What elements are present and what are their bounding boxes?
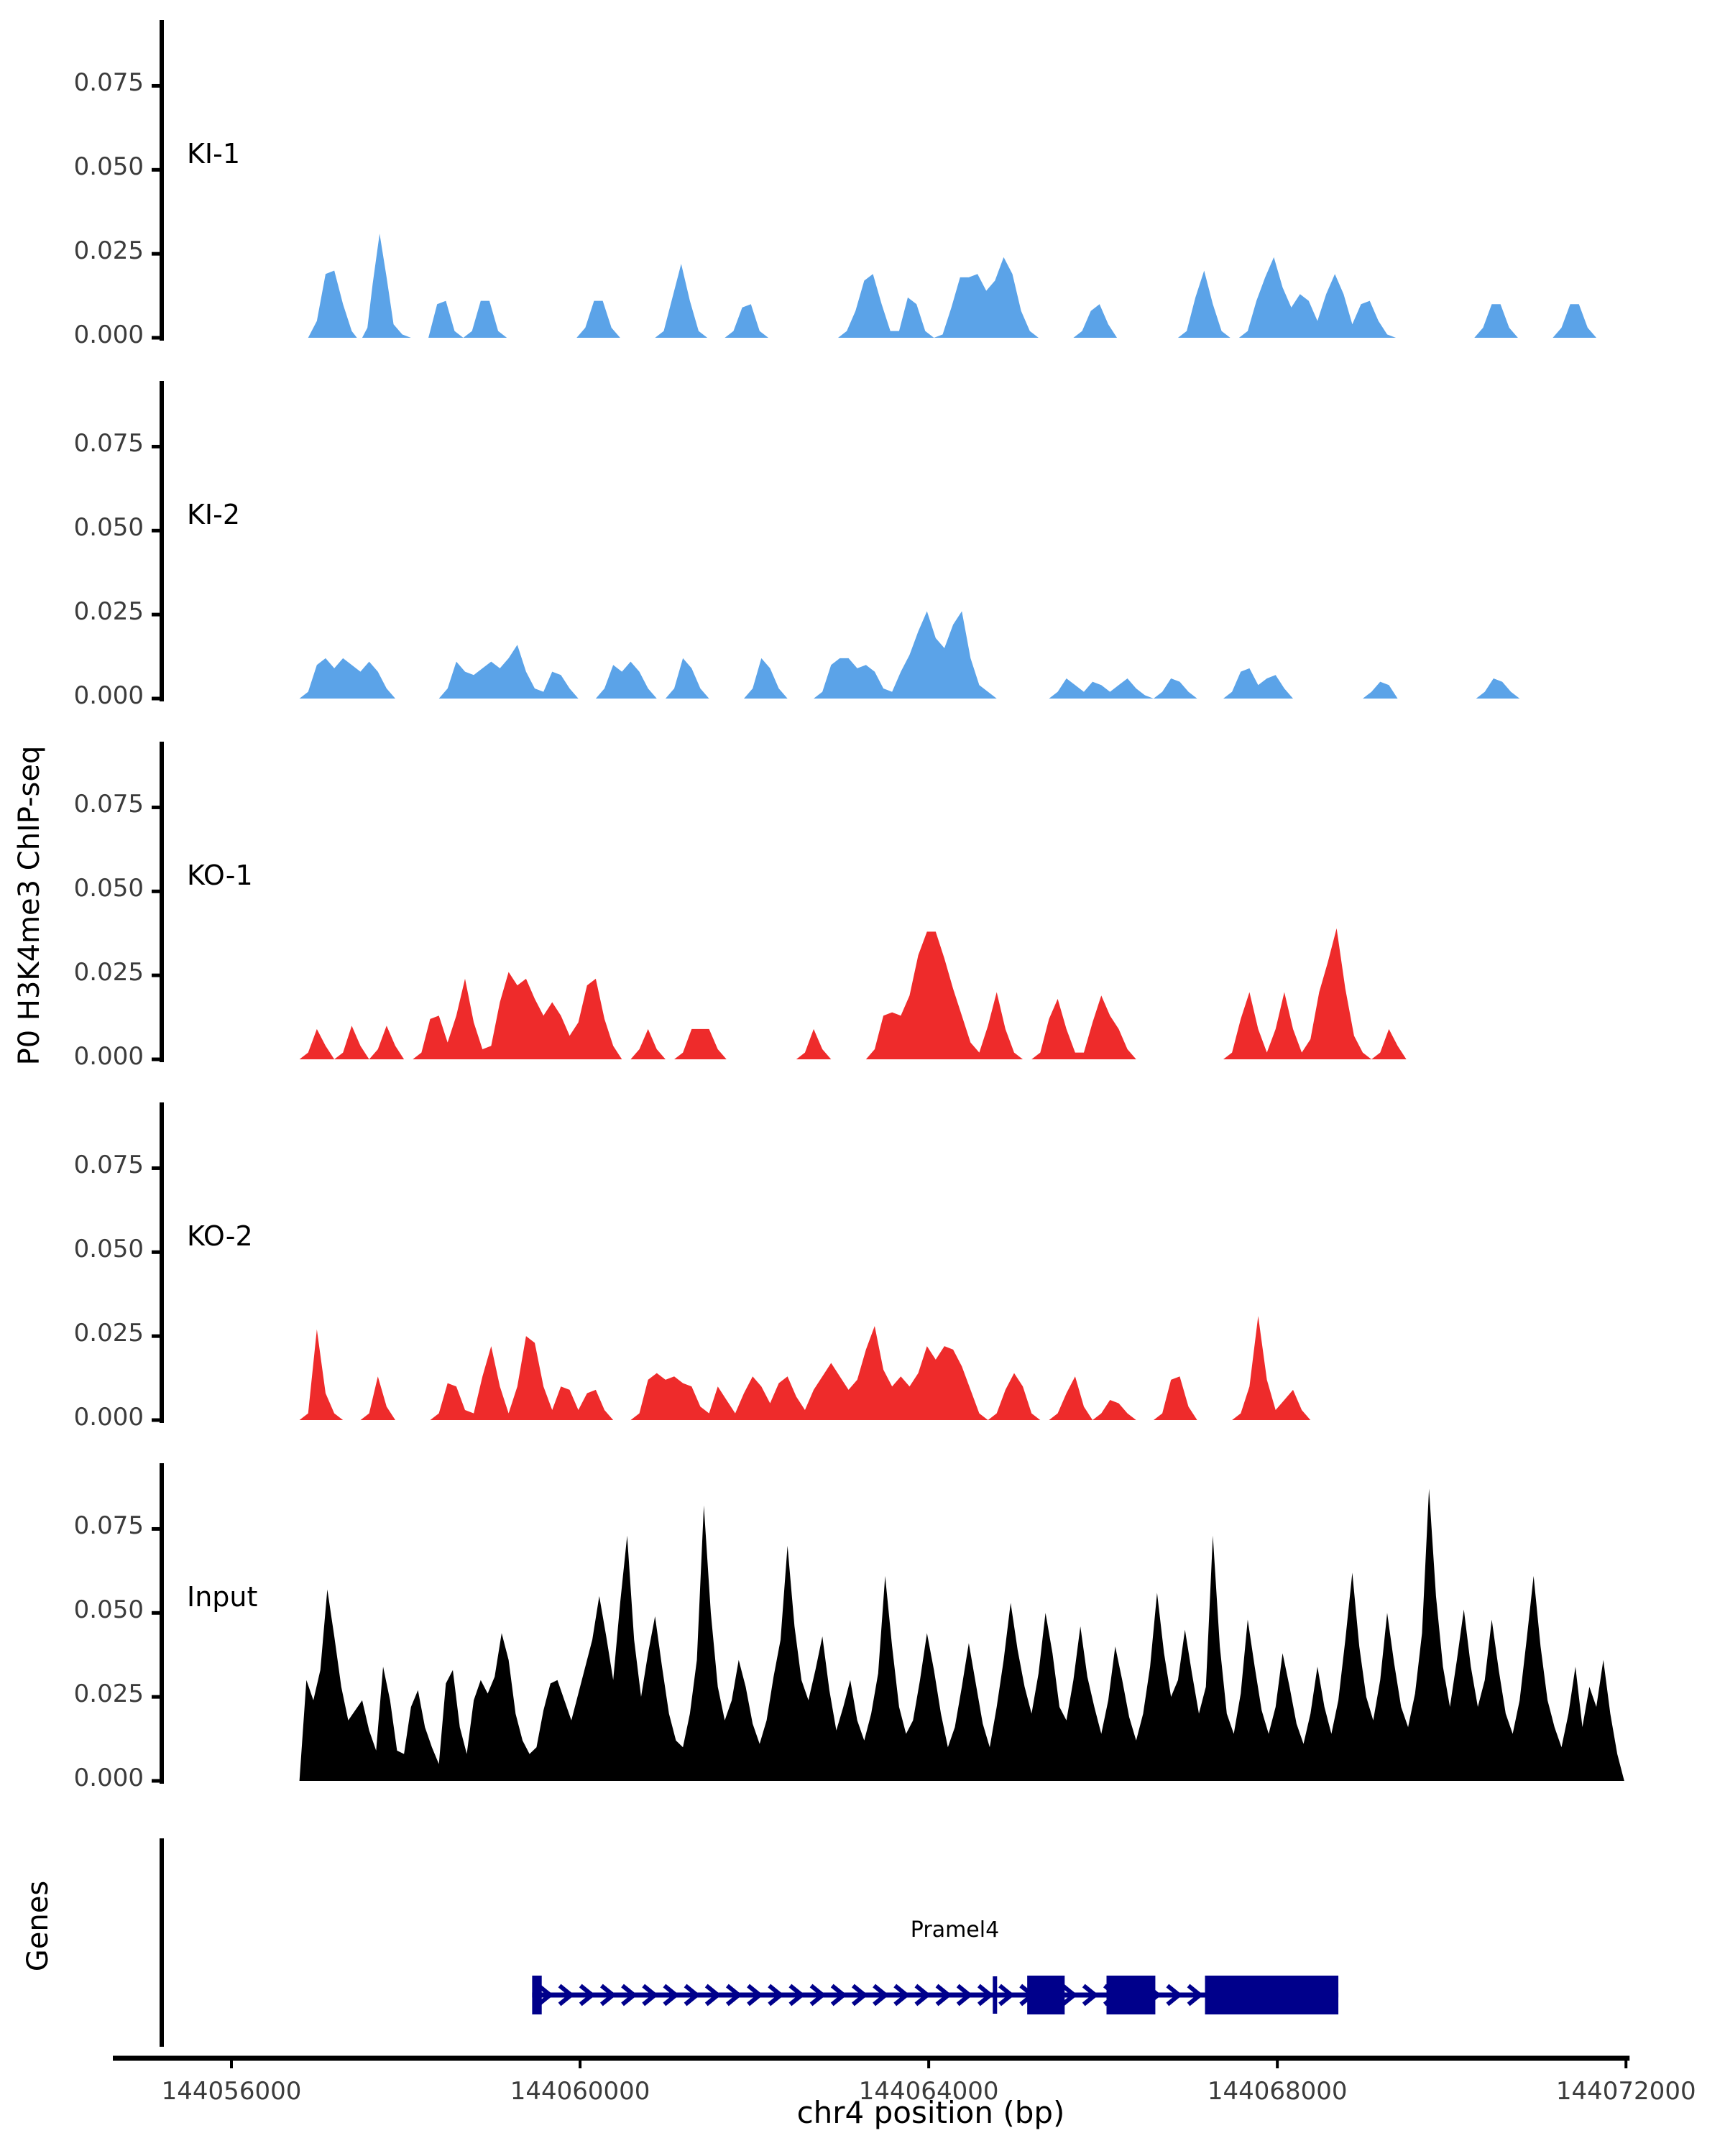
track-label-ki-2: KI-2: [187, 498, 241, 530]
gene-strand-arrow-icon: [1061, 1984, 1078, 2007]
y-tick-label: 0.000: [73, 1042, 144, 1071]
x-tick-label: 144072000: [1555, 2077, 1696, 2106]
y-tick-label: 0.050: [73, 513, 144, 543]
y-tick-label: 0.075: [73, 1151, 144, 1180]
y-tick-label: 0.075: [73, 1511, 144, 1541]
gene-strand-arrow-icon: [642, 1984, 658, 2007]
signal-area-input: [299, 1488, 1624, 1781]
gene-strand-arrow-icon: [851, 1984, 868, 2007]
gene-strand-arrow-icon: [599, 1984, 617, 2007]
track-label-ko-1: KO-1: [187, 859, 253, 891]
track-ko-2: [152, 1102, 1624, 1423]
y-tick-label: 0.050: [73, 874, 144, 903]
gene-strand-arrow-icon: [768, 1984, 784, 2007]
y-tick-label: 0.025: [73, 958, 144, 987]
y-tick-label: 0.050: [73, 1235, 144, 1264]
y-tick-label: 0.075: [73, 790, 144, 819]
track-label-ki-1: KI-1: [187, 137, 241, 170]
x-tick-label: 144064000: [858, 2077, 999, 2106]
x-tick-label: 144060000: [510, 2077, 650, 2106]
gene-strand-arrow-icon: [893, 1984, 910, 2007]
signal-area-ko-1: [299, 928, 1624, 1059]
gene-strand-arrow-icon: [1166, 1984, 1183, 2007]
gene-strand-arrow-icon: [873, 1984, 889, 2007]
x-axis: [113, 2055, 1630, 2068]
gene-strand-arrow-icon: [830, 1984, 847, 2007]
y-tick-label: 0.025: [73, 597, 144, 627]
gene-track: [160, 1838, 1339, 2047]
gene-strand-arrow-icon: [935, 1984, 952, 2007]
x-tick-label: 144068000: [1207, 2077, 1348, 2106]
x-axis-label-text: chr4 position (bp): [796, 2095, 1065, 2130]
y-tick-label: 0.025: [73, 1680, 144, 1709]
gene-strand-arrow-icon: [914, 1984, 932, 2007]
y-tick-label: 0.075: [73, 429, 144, 459]
gene-strand-arrow-icon: [704, 1984, 722, 2007]
gene-strand-arrow-icon: [663, 1984, 680, 2007]
y-tick-label: 0.000: [73, 321, 144, 349]
gene-name-label: Pramel4: [910, 1917, 1000, 1943]
gene-exon: [1106, 1976, 1156, 2014]
x-tick-label: 144056000: [161, 2077, 302, 2106]
signal-area-ko-2: [299, 1316, 1624, 1420]
y-tick-label: 0.025: [73, 1319, 144, 1348]
track-label-input: Input: [187, 1580, 258, 1613]
gene-strand-arrow-icon: [579, 1984, 596, 2007]
y-tick-label: 0.025: [73, 236, 144, 266]
y-tick-label: 0.000: [73, 681, 144, 710]
gene-strand-arrow-icon: [998, 1984, 1015, 2007]
x-axis-label: chr4 position (bp): [0, 2095, 1725, 2130]
y-tick-label: 0.050: [73, 152, 144, 182]
gene-strand-arrow-icon: [558, 1984, 575, 2007]
y-tick-label: 0.000: [73, 1764, 144, 1792]
gene-exon: [1027, 1976, 1065, 2014]
gene-strand-arrow-icon: [1187, 1984, 1204, 2007]
gene-strand-arrow-icon: [809, 1984, 827, 2007]
gene-strand-arrow-icon: [621, 1984, 638, 2007]
track-ki-1: [152, 20, 1623, 341]
track-ko-1: [152, 742, 1624, 1062]
track-label-ko-2: KO-2: [187, 1220, 253, 1252]
gene-strand-arrow-icon: [977, 1984, 994, 2007]
gene-strand-arrow-icon: [725, 1984, 742, 2007]
y-tick-label: 0.075: [73, 68, 144, 98]
y-tick-label: 0.000: [73, 1403, 144, 1432]
gene-strand-arrow-icon: [1082, 1984, 1099, 2007]
signal-area-ki-2: [299, 611, 1624, 699]
gene-strand-arrow-icon: [537, 1984, 554, 2007]
track-ki-2: [152, 381, 1624, 701]
gene-exon: [532, 1976, 542, 2014]
gene-strand-arrow-icon: [956, 1984, 973, 2007]
signal-area-ki-1: [299, 234, 1623, 338]
track-input: [152, 1463, 1624, 1784]
gene-strand-arrow-icon: [747, 1984, 763, 2007]
y-tick-label: 0.050: [73, 1595, 144, 1625]
gene-strand-arrow-icon: [684, 1984, 701, 2007]
gene-exon: [1205, 1976, 1339, 2014]
gene-strand-arrow-icon: [788, 1984, 806, 2007]
